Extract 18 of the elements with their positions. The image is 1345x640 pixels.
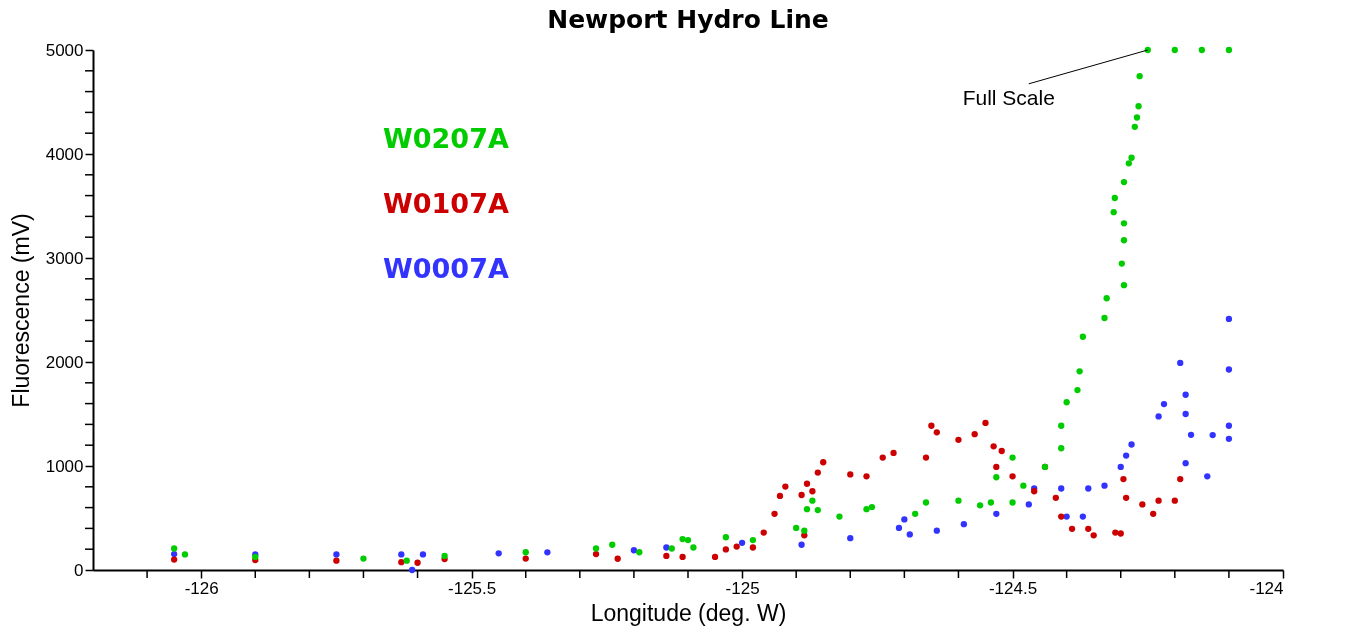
x-tick-label: -124 [1249,578,1284,598]
y-tick-label: 2000 [45,352,84,372]
x-tick-label: -126 [184,578,219,598]
x-tick-label: -125.5 [448,578,497,598]
y-tick-label: 4000 [45,144,84,164]
text: W0007A [383,253,509,284]
text: W0107A [383,188,509,219]
y-axis-title: Fluorescence (mV) [7,213,34,408]
y-tick-label: 1000 [45,456,84,476]
x-tick-label: -124.5 [988,578,1038,598]
y-tick-label: 3000 [45,248,84,268]
x-tick-label: -125 [725,578,760,598]
text: W0207A [383,123,509,154]
y-tick-label: 0 [74,560,84,580]
x-axis-title: Longitude (deg. W) [590,599,787,626]
y-tick-label: 5000 [45,40,84,60]
chart-title: Newport Hydro Line [547,5,829,34]
annotation: Full Scale [962,85,1055,109]
